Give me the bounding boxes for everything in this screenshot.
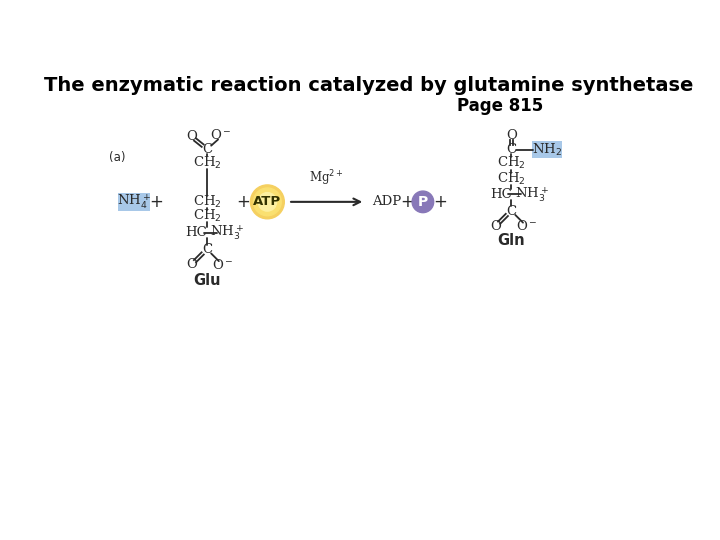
Text: C: C xyxy=(202,143,212,156)
Text: Mg$^{2+}$: Mg$^{2+}$ xyxy=(310,168,344,188)
Circle shape xyxy=(258,193,276,211)
Text: HC: HC xyxy=(490,188,511,201)
Text: O: O xyxy=(506,129,517,142)
Text: C: C xyxy=(202,243,212,256)
Text: O: O xyxy=(490,220,502,233)
Text: NH$_3^+$: NH$_3^+$ xyxy=(210,223,244,242)
Text: CH$_2$: CH$_2$ xyxy=(497,171,526,187)
Text: O: O xyxy=(186,130,197,143)
Text: CH$_2$: CH$_2$ xyxy=(497,156,526,171)
Text: Gln: Gln xyxy=(498,233,526,248)
Text: +: + xyxy=(235,193,250,211)
Text: O$^-$: O$^-$ xyxy=(212,258,233,272)
Text: P: P xyxy=(418,195,428,209)
Text: CH$_2$: CH$_2$ xyxy=(193,194,222,210)
Text: NH$_2$: NH$_2$ xyxy=(532,141,562,158)
Text: O$^-$: O$^-$ xyxy=(516,219,538,233)
Text: NH$_3^+$: NH$_3^+$ xyxy=(515,185,549,204)
Text: C: C xyxy=(506,205,516,218)
Text: O$^-$: O$^-$ xyxy=(210,128,232,142)
Text: Page 815: Page 815 xyxy=(456,97,543,115)
Text: +: + xyxy=(400,193,415,211)
Text: C: C xyxy=(506,143,516,156)
Text: ADP: ADP xyxy=(372,195,401,208)
Text: The enzymatic reaction catalyzed by glutamine synthetase: The enzymatic reaction catalyzed by glut… xyxy=(45,76,693,96)
Text: ATP: ATP xyxy=(253,195,282,208)
Text: (a): (a) xyxy=(109,151,125,164)
Text: O: O xyxy=(186,259,197,272)
Circle shape xyxy=(412,191,433,213)
Text: +: + xyxy=(149,193,163,211)
Text: Glu: Glu xyxy=(194,273,221,288)
Circle shape xyxy=(251,185,284,219)
FancyBboxPatch shape xyxy=(118,193,150,211)
Text: CH$_2$: CH$_2$ xyxy=(193,208,222,224)
Text: CH$_2$: CH$_2$ xyxy=(193,154,222,171)
Text: HC: HC xyxy=(186,226,207,239)
FancyBboxPatch shape xyxy=(532,141,562,158)
Text: NH$_4^+$: NH$_4^+$ xyxy=(117,192,151,211)
Text: +: + xyxy=(433,193,448,211)
Circle shape xyxy=(253,188,282,215)
